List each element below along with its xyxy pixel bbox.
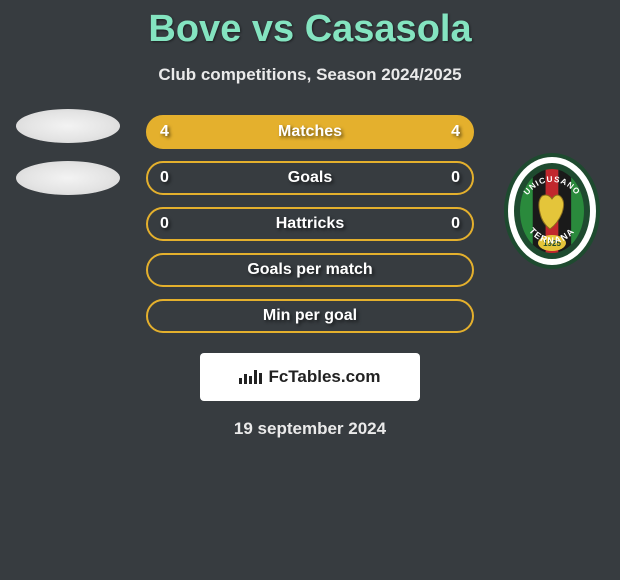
stat-bar-goals: 0 Goals 0 xyxy=(146,161,474,195)
team-badge-placeholder xyxy=(16,161,120,195)
stat-label: Min per goal xyxy=(184,307,436,325)
brand-text: FcTables.com xyxy=(268,367,380,387)
brand-badge[interactable]: FcTables.com xyxy=(200,353,420,401)
team-badge-placeholder xyxy=(16,109,120,143)
chart-icon xyxy=(239,370,262,384)
footer-date: 19 september 2024 xyxy=(0,419,620,439)
stat-bar-matches: 4 Matches 4 xyxy=(146,115,474,149)
stats-column: 4 Matches 4 0 Goals 0 0 Hattricks 0 Goal… xyxy=(128,115,492,333)
stat-right-value: 0 xyxy=(436,215,460,233)
subtitle: Club competitions, Season 2024/2025 xyxy=(0,65,620,85)
stat-left-value: 0 xyxy=(160,169,184,187)
stat-bar-hattricks: 0 Hattricks 0 xyxy=(146,207,474,241)
content-row: 4 Matches 4 0 Goals 0 0 Hattricks 0 Goal… xyxy=(0,115,620,333)
page-title: Bove vs Casasola xyxy=(0,0,620,51)
left-badges-col xyxy=(8,109,128,195)
stat-right-value: 0 xyxy=(436,169,460,187)
right-badge-col: 1925 UNICUSANO TERNANA xyxy=(492,151,612,271)
stat-left-value: 0 xyxy=(160,215,184,233)
stat-left-value: 4 xyxy=(160,123,184,141)
stat-label: Matches xyxy=(184,123,436,141)
stat-label: Goals xyxy=(184,169,436,187)
stat-label: Goals per match xyxy=(184,261,436,279)
stat-label: Hattricks xyxy=(184,215,436,233)
stat-bar-goals-per-match: Goals per match xyxy=(146,253,474,287)
ternana-badge-icon: 1925 UNICUSANO TERNANA xyxy=(502,151,602,271)
stat-bar-min-per-goal: Min per goal xyxy=(146,299,474,333)
stat-right-value: 4 xyxy=(436,123,460,141)
